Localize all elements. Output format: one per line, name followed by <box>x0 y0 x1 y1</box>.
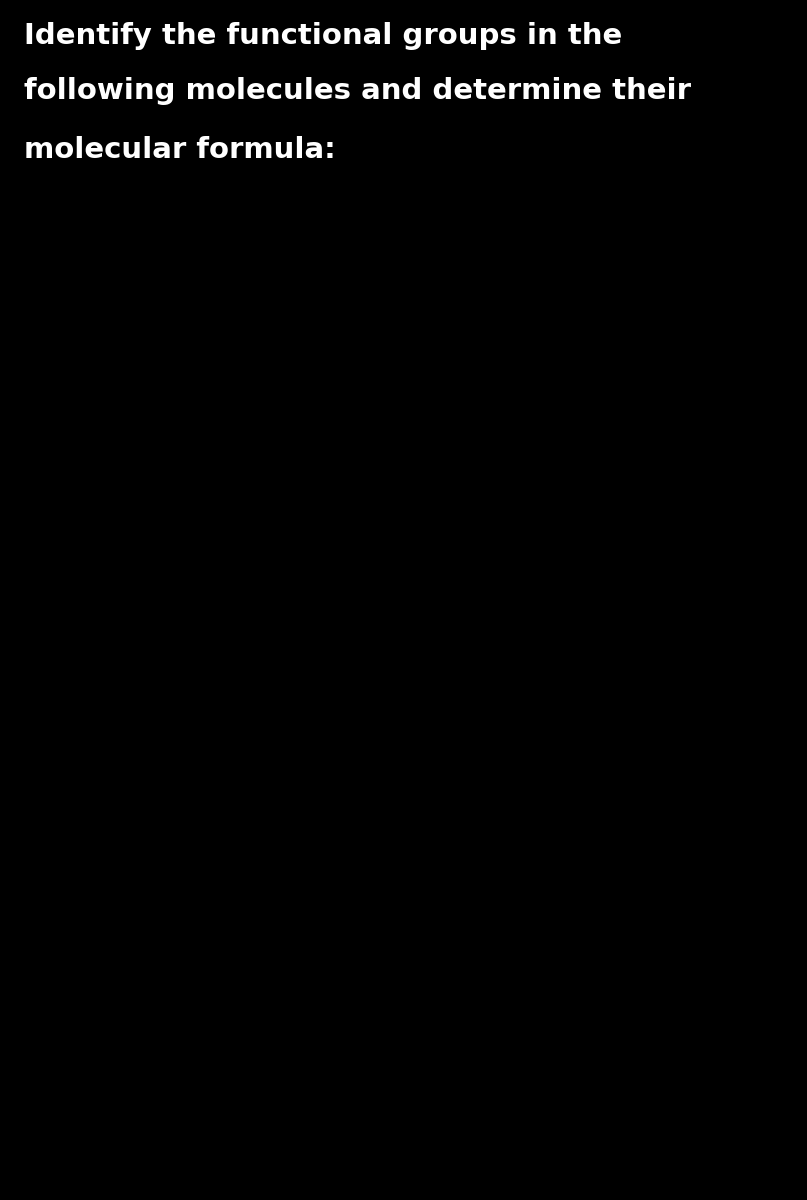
Text: HO: HO <box>81 1018 106 1036</box>
Text: n: n <box>741 1154 754 1174</box>
Text: O: O <box>148 923 161 941</box>
Text: O: O <box>277 1105 290 1123</box>
Text: CH$_3$: CH$_3$ <box>621 728 654 749</box>
Text: molecular formula:: molecular formula: <box>24 136 336 163</box>
Text: OH: OH <box>623 1027 649 1045</box>
Text: NH: NH <box>325 1020 350 1038</box>
Text: following molecules and determine their: following molecules and determine their <box>24 77 692 106</box>
Text: Identify the functional groups in the: Identify the functional groups in the <box>24 23 622 50</box>
Text: N: N <box>278 589 291 607</box>
Text: O: O <box>85 930 98 948</box>
Text: O: O <box>662 962 675 980</box>
Text: N: N <box>420 415 433 433</box>
Text: O: O <box>441 923 454 941</box>
Text: NH: NH <box>592 860 617 878</box>
Text: CH$_3$: CH$_3$ <box>324 1145 357 1165</box>
Text: OH: OH <box>543 374 571 392</box>
Text: O: O <box>574 781 587 799</box>
Text: Cl: Cl <box>697 523 715 541</box>
Text: OH: OH <box>233 832 259 850</box>
Text: HO: HO <box>404 926 430 944</box>
Text: O: O <box>236 542 250 560</box>
Text: O: O <box>380 965 394 983</box>
